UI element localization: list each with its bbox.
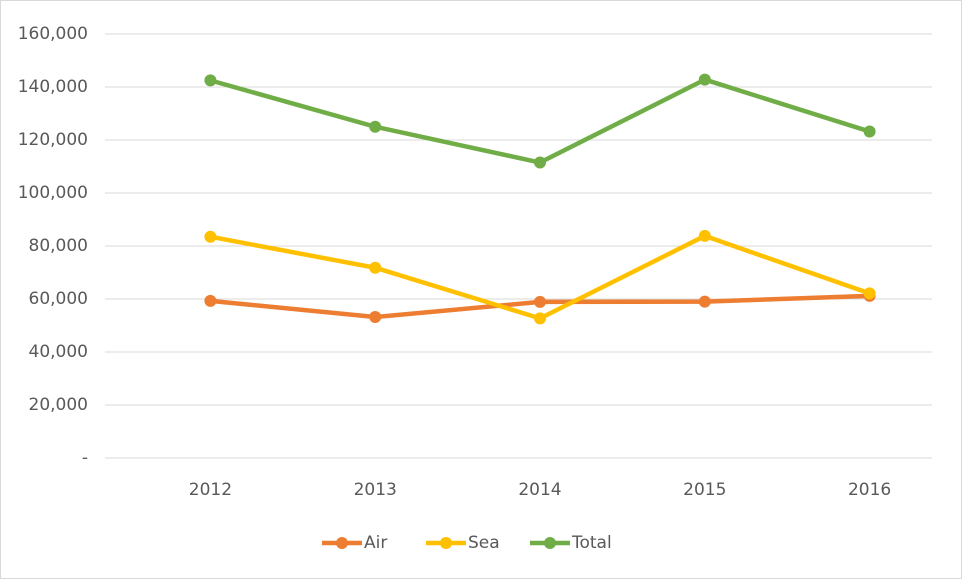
- point: [534, 156, 546, 169]
- x-tick-label: 2012: [189, 480, 232, 500]
- y-tick-label: 100,000: [18, 183, 88, 203]
- point: [369, 261, 382, 274]
- point: [204, 294, 217, 307]
- point: [863, 125, 876, 138]
- y-tick-label: 80,000: [29, 236, 88, 256]
- legend-marker: [544, 537, 556, 549]
- point: [204, 230, 217, 243]
- legend-label: Total: [571, 533, 612, 553]
- y-tick-label: 160,000: [18, 24, 88, 44]
- legend-label: Sea: [468, 533, 500, 553]
- y-tick-label: 20,000: [29, 395, 88, 415]
- point: [204, 74, 217, 87]
- point: [698, 295, 711, 308]
- x-tick-label: 2013: [354, 480, 397, 500]
- x-tick-label: 2015: [683, 480, 726, 500]
- y-tick-label: 140,000: [18, 77, 88, 97]
- point: [369, 120, 382, 133]
- point: [698, 73, 711, 86]
- x-tick-label: 2016: [848, 480, 891, 500]
- point: [534, 312, 546, 325]
- point: [369, 311, 382, 324]
- x-tick-label: 2014: [518, 480, 561, 500]
- legend-label: Air: [364, 533, 387, 553]
- legend-marker: [336, 537, 348, 549]
- y-tick-label: 120,000: [18, 130, 88, 150]
- point: [698, 229, 711, 242]
- point: [863, 287, 876, 300]
- y-tick-label: 60,000: [29, 289, 88, 309]
- y-tick-label: -: [82, 448, 88, 468]
- legend-marker: [440, 537, 452, 549]
- y-tick-label: 40,000: [29, 342, 88, 362]
- point: [534, 295, 546, 308]
